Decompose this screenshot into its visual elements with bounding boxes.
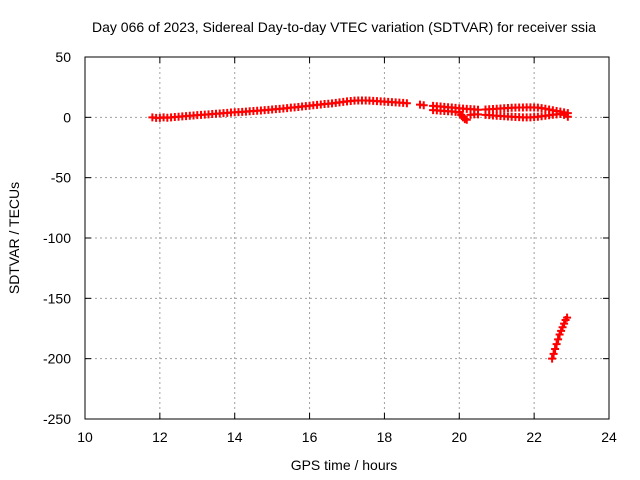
y-axis-title: SDTVAR / TECUs	[6, 182, 22, 294]
y-tick-label: -250	[43, 411, 71, 427]
y-tick-label: 50	[55, 49, 71, 65]
y-tick-label: -100	[43, 230, 71, 246]
x-tick-label: 24	[601, 429, 617, 445]
data-point	[548, 354, 557, 363]
y-tick-label: 0	[63, 109, 71, 125]
x-tick-labels: 10 12 14 16 18 20 22 24	[77, 429, 617, 445]
data-point	[474, 110, 482, 119]
data-point	[462, 115, 471, 124]
x-tick-label: 14	[227, 429, 243, 445]
data-point	[551, 345, 560, 354]
data-point	[402, 99, 411, 108]
data-point	[552, 340, 561, 349]
x-tick-label: 22	[526, 429, 542, 445]
y-tick-labels: 50 0 -50 -100 -150 -200 -250	[43, 49, 71, 427]
x-tick-label: 12	[152, 429, 168, 445]
x-tick-label: 16	[302, 429, 318, 445]
series-2	[429, 106, 572, 124]
y-tick-label: -150	[43, 290, 71, 306]
data-point	[563, 112, 572, 121]
data-point	[549, 349, 558, 358]
data-point	[419, 101, 428, 110]
x-tick-label: 18	[377, 429, 393, 445]
x-tick-label: 20	[451, 429, 467, 445]
y-tick-label: -50	[51, 170, 71, 186]
series-3	[548, 313, 572, 363]
x-axis-title: GPS time / hours	[291, 457, 398, 473]
data-point	[554, 335, 563, 344]
data-points	[148, 96, 572, 363]
y-tick-label: -200	[43, 351, 71, 367]
plot-frame	[84, 56, 610, 420]
data-point	[563, 313, 572, 322]
chart-title: Day 066 of 2023, Sidereal Day-to-day VTE…	[92, 19, 596, 35]
x-tick-label: 10	[77, 429, 93, 445]
